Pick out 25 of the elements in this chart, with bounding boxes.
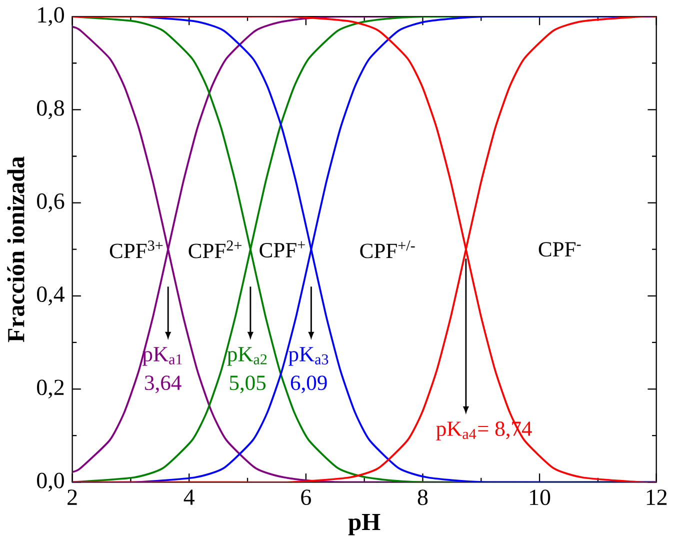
y-tick-label: 0,4 bbox=[37, 286, 64, 306]
x-tick-label: 10 bbox=[530, 489, 550, 505]
y-tick-label: 0,2 bbox=[37, 379, 64, 398]
annotation: CPF$^{+}$ bbox=[260, 241, 305, 258]
annotation: pK$_{a2}$ bbox=[227, 346, 267, 366]
annotation: 6,09 bbox=[290, 375, 327, 394]
annotation: 3,64 bbox=[145, 375, 182, 393]
annotation: pK$_{a3}$ bbox=[288, 346, 328, 366]
annotation: pK$_{a1}$ bbox=[142, 346, 182, 366]
annotation: CPF$^{+/-}$ bbox=[360, 240, 415, 258]
x-tick-label: 8 bbox=[418, 489, 428, 505]
annotation: CPF$^{-}$ bbox=[538, 242, 581, 256]
annotation: CPF$^{3+}$ bbox=[110, 240, 163, 258]
y-tick-label: 0,8 bbox=[37, 100, 64, 119]
y-tick-label: 0,6 bbox=[37, 193, 64, 212]
annotation: CPF$^{2+}$ bbox=[188, 240, 242, 258]
y-tick-label: 0,0 bbox=[37, 472, 64, 492]
x-tick-label: 6 bbox=[301, 489, 311, 505]
y-tick-label: 1,0 bbox=[38, 7, 64, 26]
x-tick-label: 12 bbox=[646, 489, 667, 505]
x-tick-label: 4 bbox=[184, 489, 194, 505]
x-axis-title: pH bbox=[348, 514, 380, 536]
x-tick-label: 2 bbox=[68, 489, 77, 505]
annotation: 5,05 bbox=[230, 375, 266, 394]
y-axis-title: Fracción ionizada bbox=[7, 156, 24, 342]
